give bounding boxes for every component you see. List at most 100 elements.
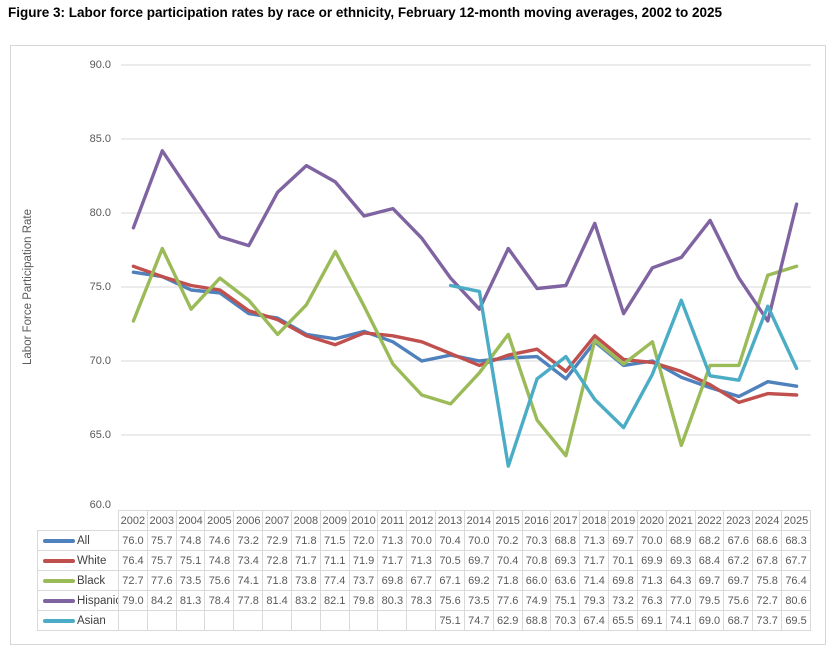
value-cell: 70.2	[492, 530, 523, 551]
y-axis-title: Labor Force Participation Rate	[22, 209, 34, 365]
value-cell: 69.7	[694, 570, 725, 591]
year-header-cell: 2008	[290, 510, 321, 531]
value-cell: 74.1	[665, 610, 696, 631]
value-cell	[146, 610, 177, 631]
legend-line-swatch	[43, 578, 75, 583]
value-cell: 84.2	[146, 590, 177, 611]
legend-line-swatch	[43, 538, 75, 543]
value-cell: 71.8	[290, 530, 321, 551]
value-cell: 80.6	[781, 590, 811, 611]
legend-label: Black	[77, 574, 106, 587]
series-line-asian	[448, 283, 799, 468]
figure-title: Figure 3: Labor force participation rate…	[8, 5, 722, 20]
legend-cell-all: All	[37, 530, 119, 551]
value-cell: 76.4	[118, 550, 148, 571]
value-cell: 75.6	[435, 590, 465, 611]
value-cell: 77.6	[492, 590, 523, 611]
value-cell: 74.7	[463, 610, 494, 631]
y-tick-label: 65.0	[90, 429, 111, 441]
value-cell: 74.8	[175, 530, 206, 551]
value-cell: 80.3	[377, 590, 408, 611]
table-corner-cell	[38, 511, 119, 531]
value-cell: 71.9	[348, 550, 379, 571]
value-cell: 62.9	[492, 610, 523, 631]
value-cell: 76.3	[636, 590, 667, 611]
year-header-cell: 2014	[463, 510, 494, 531]
value-cell: 67.8	[752, 550, 783, 571]
value-cell: 70.5	[435, 550, 465, 571]
value-cell	[262, 610, 292, 631]
value-cell: 77.4	[319, 570, 350, 591]
y-tick-label: 60.0	[90, 499, 111, 511]
value-cell	[348, 610, 379, 631]
table-header-row: 2002 2003 2004 2005 2006 2007 2008 2009 2010 2011…	[38, 510, 811, 531]
value-cell: 75.1	[435, 610, 465, 631]
value-cell: 72.7	[118, 570, 148, 591]
year-header-cell: 2023	[723, 510, 754, 531]
legend-cell-hispanic: Hispanic	[37, 590, 119, 611]
value-cell	[319, 610, 350, 631]
year-header-cell: 2019	[608, 510, 638, 531]
legend-cell-white: White	[37, 550, 119, 571]
value-cell: 72.0	[348, 530, 379, 551]
value-cell: 73.2	[233, 530, 264, 551]
value-cell: 75.8	[752, 570, 783, 591]
value-cell: 68.9	[665, 530, 696, 551]
value-cell	[118, 610, 148, 631]
series-line-white	[131, 264, 799, 405]
value-cell	[204, 610, 235, 631]
chart-container: 90.0 85.0 80.0 75.0 70.0 65.0 60.0 Labor Force …	[10, 45, 826, 645]
year-header-cell: 2004	[175, 510, 206, 531]
value-cell: 79.8	[348, 590, 379, 611]
value-cell: 70.0	[636, 530, 667, 551]
value-cell: 68.2	[694, 530, 725, 551]
value-cell: 74.1	[233, 570, 264, 591]
year-header-cell: 2002	[118, 510, 148, 531]
legend-line-swatch	[43, 558, 75, 563]
chart-data-table: 2002 2003 2004 2005 2006 2007 2008 2009 2010 2011…	[37, 510, 811, 631]
year-header-cell: 2022	[694, 510, 725, 531]
value-cell: 71.3	[579, 530, 610, 551]
value-cell: 74.9	[521, 590, 552, 611]
value-cell: 70.3	[521, 530, 552, 551]
y-tick-label: 85.0	[90, 133, 111, 145]
year-header-cell: 2020	[636, 510, 667, 531]
table-row-asian: Asian 75.1 74.7 62.9 68.8 70.3 67.4 65.5 69.1 74.…	[37, 610, 811, 631]
value-cell: 71.7	[579, 550, 610, 571]
value-cell: 68.6	[752, 530, 783, 551]
table-row-white: White 76.4 75.7 75.1 74.8 73.4 72.8 71.7 71.1 71.…	[37, 550, 811, 571]
value-cell: 77.0	[665, 590, 696, 611]
value-cell: 77.6	[146, 570, 177, 591]
value-cell: 72.8	[262, 550, 292, 571]
y-tick-label: 90.0	[90, 59, 111, 71]
legend-line-swatch	[43, 618, 75, 623]
value-cell: 70.3	[550, 610, 581, 631]
value-cell: 75.6	[204, 570, 235, 591]
table-row-black: Black 72.7 77.6 73.5 75.6 74.1 71.8 73.8 77.4 73.…	[37, 570, 811, 591]
value-cell: 73.2	[608, 590, 638, 611]
value-cell: 75.7	[146, 550, 177, 571]
series-line-hispanic	[131, 149, 799, 323]
value-cell: 67.4	[579, 610, 610, 631]
year-header-cell: 2015	[492, 510, 523, 531]
value-cell: 64.3	[665, 570, 696, 591]
value-cell: 69.8	[608, 570, 638, 591]
value-cell: 78.4	[204, 590, 235, 611]
series-line-black	[131, 246, 799, 458]
y-tick-label: 70.0	[90, 355, 111, 367]
year-header-cell: 2005	[204, 510, 235, 531]
year-header-cell: 2006	[233, 510, 264, 531]
value-cell: 67.6	[723, 530, 754, 551]
value-cell: 71.3	[377, 530, 408, 551]
value-cell: 68.7	[723, 610, 754, 631]
value-cell: 82.1	[319, 590, 350, 611]
value-cell: 69.7	[608, 530, 638, 551]
value-cell: 67.7	[781, 550, 811, 571]
value-cell: 69.1	[636, 610, 667, 631]
value-cell: 68.3	[781, 530, 811, 551]
value-cell: 71.8	[262, 570, 292, 591]
value-cell: 68.4	[694, 550, 725, 571]
value-cell: 69.0	[694, 610, 725, 631]
year-header-cell: 2013	[435, 510, 465, 531]
